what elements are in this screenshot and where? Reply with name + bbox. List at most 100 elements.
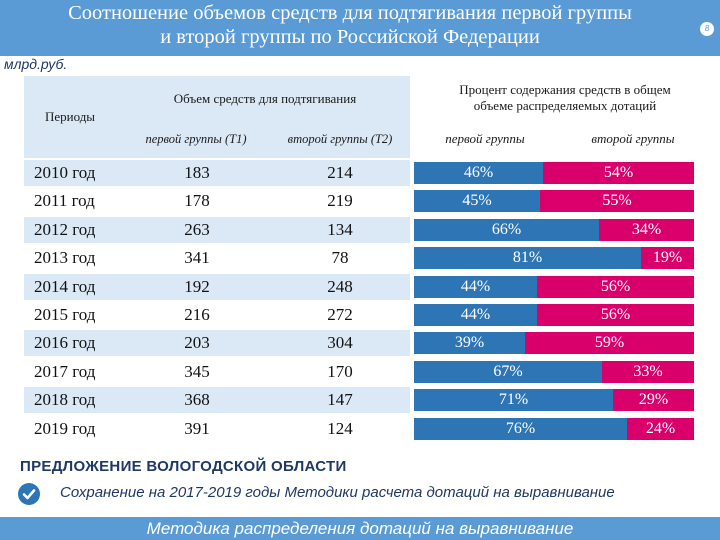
footer-text: Методика распределения дотаций на выравн…	[146, 519, 574, 538]
header-volume: Объем средств для подтягивания	[173, 91, 357, 106]
row-t2-value: 124	[327, 418, 353, 438]
label-first-group: 76%	[505, 419, 536, 437]
table-header-background	[24, 76, 410, 158]
table-row-background	[24, 273, 410, 300]
label-first-group: 67%	[493, 362, 523, 380]
label-second-group: 34%	[631, 220, 662, 238]
row-t2-value: 147	[327, 390, 353, 410]
title-line-1: Соотношение объемов средств для подтягив…	[68, 2, 632, 24]
row-year: 2015 год	[34, 305, 96, 324]
header-periods: Периоды	[44, 109, 96, 124]
row-t1-value: 216	[184, 305, 210, 324]
label-second-group: 55%	[602, 192, 632, 210]
table-row-background	[24, 160, 410, 186]
title-line-2: и второй группы по Российской Федерации	[160, 26, 540, 48]
label-first-group: 46%	[463, 164, 494, 181]
row-year: 2011 год	[34, 191, 95, 211]
bar-second-group	[641, 247, 694, 270]
row-t1-value: 178	[184, 191, 210, 211]
table-row-background	[24, 358, 410, 385]
row-t1-value: 368	[184, 390, 210, 410]
bar-second-group	[627, 417, 694, 440]
bar-second-group	[525, 332, 694, 355]
table-row-background	[24, 330, 410, 357]
row-t1-value: 345	[184, 361, 210, 381]
label-second-group: 33%	[633, 362, 663, 380]
header-bar: Соотношение объемов средств для подтягив…	[0, 0, 720, 56]
bar-first-group	[414, 218, 599, 241]
table-row-background	[24, 415, 410, 442]
bar-first-group	[414, 417, 627, 440]
row-year: 2018 год	[34, 390, 96, 410]
row-t2-value: 214	[327, 163, 353, 182]
label-first-group: 71%	[498, 391, 529, 409]
row-year: 2019 год	[34, 418, 96, 438]
row-t1-value: 341	[184, 248, 210, 268]
table-row-background	[24, 245, 410, 272]
header-first-t1: первой группы (Т1)	[145, 132, 247, 146]
row-year: 2016 год	[34, 333, 96, 353]
row-t1-value: 192	[184, 276, 210, 296]
table-row-background	[24, 216, 410, 243]
row-year: 2017 год	[34, 361, 96, 381]
bar-first-group	[414, 162, 543, 184]
bar-first-group	[414, 247, 641, 270]
row-t2-value: 219	[327, 191, 353, 211]
label-second-group: 29%	[638, 391, 669, 409]
row-year: 2014 год	[34, 276, 96, 296]
label-first-group: 45%	[462, 192, 492, 210]
header-second-t2: второй группы (Т2)	[287, 132, 393, 146]
header-first-group: первой группы	[445, 131, 525, 146]
bar-second-group	[540, 190, 694, 213]
bar-first-group	[414, 304, 537, 326]
row-t1-value: 263	[184, 219, 210, 239]
footer-bar: Методика распределения дотаций на выравн…	[0, 517, 720, 540]
table-row-background	[24, 188, 410, 215]
row-t1-value: 183	[184, 163, 210, 182]
row-year: 2010 год	[34, 163, 96, 182]
bar-second-group	[543, 162, 694, 184]
page-title: Соотношение объемов средств для подтягив…	[0, 1, 700, 49]
bar-second-group	[537, 275, 694, 298]
bar-second-group	[599, 218, 694, 241]
row-t1-value: 391	[184, 418, 210, 438]
bar-second-group	[613, 389, 694, 412]
bar-first-group	[414, 275, 537, 298]
label-first-group: 44%	[460, 306, 491, 323]
unit-label: млрд.руб.	[4, 56, 68, 72]
header-percent-line-2: объеме распределяемых дотаций	[473, 98, 657, 113]
label-first-group: 81%	[512, 249, 543, 267]
label-second-group: 56%	[600, 277, 631, 295]
bar-first-group	[414, 190, 540, 213]
label-first-group: 66%	[491, 220, 522, 238]
row-t2-value: 248	[327, 276, 353, 296]
bar-first-group	[414, 389, 613, 412]
label-first-group: 44%	[460, 277, 491, 295]
row-year: 2012 год	[34, 219, 96, 239]
label-second-group: 24%	[645, 419, 676, 437]
proposal-text: Сохранение на 2017-2019 годы Методики ра…	[60, 484, 615, 501]
header-percent-line-1: Процент содержания средств в общем	[459, 82, 671, 97]
bar-second-group	[602, 360, 694, 383]
header-second-group: второй группы	[591, 131, 675, 146]
row-t2-value: 134	[327, 219, 353, 239]
label-second-group: 56%	[600, 306, 631, 323]
label-first-group: 39%	[454, 334, 485, 352]
table-row-background	[24, 387, 410, 414]
row-t2-value: 78	[331, 248, 349, 268]
label-second-group: 19%	[652, 249, 683, 267]
check-circle-icon	[18, 483, 40, 505]
label-second-group: 59%	[594, 334, 625, 352]
bar-second-group	[537, 304, 694, 326]
row-t2-value: 304	[327, 333, 353, 353]
row-t1-value: 203	[184, 333, 210, 353]
row-year: 2013 год	[34, 248, 96, 268]
bar-first-group	[414, 332, 525, 355]
row-t2-value: 272	[327, 305, 353, 324]
table-row-background	[24, 302, 410, 328]
bar-first-group	[414, 360, 602, 383]
proposal-title: ПРЕДЛОЖЕНИЕ ВОЛОГОДСКОЙ ОБЛАСТИ	[20, 458, 347, 475]
label-second-group: 54%	[603, 164, 634, 181]
page-number: 8	[700, 22, 714, 36]
row-t2-value: 170	[327, 361, 353, 381]
